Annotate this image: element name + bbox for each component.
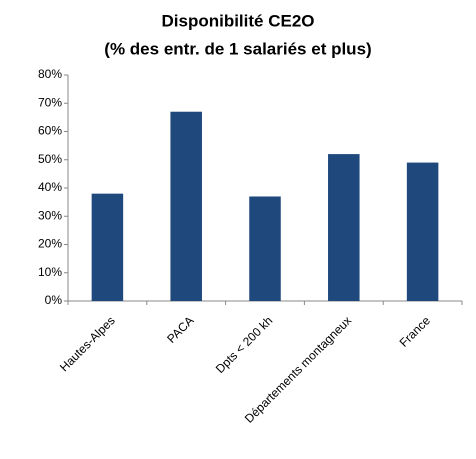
chart-title: Disponibilité CE2O (161, 11, 314, 30)
y-tick-label: 10% (38, 265, 62, 279)
x-tick-label: Dpts < 200 kh (213, 313, 276, 376)
bar (170, 111, 202, 301)
bar (91, 193, 124, 301)
y-tick-label: 20% (38, 237, 62, 251)
y-tick-label: 30% (38, 208, 62, 222)
x-tick-label: Hautes-Alpes (57, 313, 118, 374)
bar (328, 154, 360, 301)
x-tick-label: France (397, 313, 434, 350)
bar (249, 196, 281, 301)
y-tick-label: 0% (45, 293, 63, 307)
y-tick-label: 40% (38, 180, 62, 194)
y-tick-label: 50% (38, 152, 62, 166)
chart-subtitle: (% des entr. de 1 salariés et plus) (104, 39, 371, 58)
bar (406, 162, 439, 301)
x-tick-label: PACA (164, 313, 196, 345)
y-tick-label: 70% (38, 95, 62, 109)
y-tick-label: 80% (38, 67, 62, 81)
y-tick-label: 60% (38, 124, 62, 138)
